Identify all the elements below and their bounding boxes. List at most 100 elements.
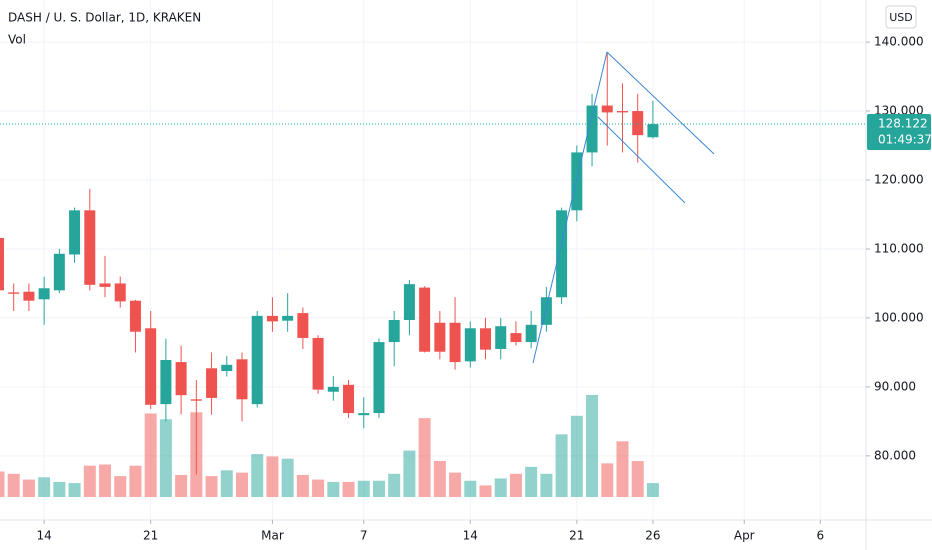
volume-bar [464,480,477,497]
volume-bar [372,480,385,497]
volume-bar [540,473,553,497]
x-tick-label: 21 [569,529,584,543]
drawings [532,51,715,364]
candle-body [403,284,415,320]
candle-body [647,124,659,138]
volume-bar [68,483,81,497]
volume-bar [327,481,340,497]
volume-bar [266,456,279,497]
candle-body [616,111,628,113]
volume-bar [479,485,492,497]
candle-body [312,337,324,390]
candle-body [23,291,35,301]
volume-bar [312,479,325,497]
volume-bar [0,471,5,497]
candle-body [525,324,537,343]
axes: 80.00090.000100.000110.000120.000130.000… [36,35,923,543]
x-tick-label: 21 [143,529,158,543]
candle-body [358,413,370,416]
volume-bar [525,466,538,497]
volume-bar [99,464,112,497]
candle-body [236,359,248,400]
candle-body [53,253,65,291]
volume-bar [175,474,188,497]
candle-body [297,313,309,338]
candle-body [84,210,96,285]
volume-bar [646,483,659,497]
candle-body [160,360,172,405]
y-tick-label: 110.000 [874,241,924,255]
candle-body [190,399,202,401]
candle-body [632,111,644,136]
candle-body [586,105,598,153]
volume-bar [38,477,51,497]
volume-label: Vol [8,33,26,47]
volume-bar [494,478,507,497]
y-tick-label: 120.000 [874,173,924,187]
candles [0,52,659,475]
candle-body [556,210,568,298]
x-tick-label: Mar [261,529,284,543]
volume-bar [296,474,309,497]
trend-line [606,51,715,155]
volume-bar [159,419,172,497]
volume-bar [235,472,248,497]
volume-bar [388,473,401,497]
volume-pane [0,394,659,497]
volume-bar [509,473,522,497]
candle-body [373,342,385,414]
candle-body [449,322,461,363]
volume-bar [449,472,462,497]
volume-bar [342,481,355,497]
candle-body [221,364,233,372]
candle-body [8,292,20,294]
currency: USD [889,11,913,24]
currency-box[interactable] [885,5,917,29]
candle-body [419,287,431,352]
volume-bar [433,461,446,497]
volume-bar [83,465,96,497]
candle-body [601,105,613,113]
candle-body [343,384,355,414]
candle-body [480,328,492,350]
candle-body [38,288,50,300]
candle-body [510,333,522,343]
candle-body [114,283,126,302]
candle-body [0,237,4,291]
x-tick-label: Apr [734,529,755,543]
candle-body [69,210,81,255]
candle-body [266,315,278,322]
y-tick-label: 80.000 [874,448,916,462]
volume-bar [144,413,157,497]
x-tick-label: 6 [817,529,825,543]
volume-bar [631,461,644,497]
volume-bar [220,470,233,497]
volume-bar [22,479,35,497]
trend-line [597,116,686,204]
trend-line [532,51,608,364]
volume-bar [53,481,66,497]
countdown: 01:49:37 [878,132,932,146]
candle-body [129,300,141,332]
candle-body [464,328,476,362]
y-tick-label: 140.000 [874,35,924,49]
last-price-label: 128.122 [878,116,928,130]
x-tick-label: 7 [360,529,368,543]
candle-body [99,283,111,287]
candle-body [571,152,583,211]
volume-bar [357,480,370,497]
volume-bar [601,463,614,497]
candle-body [251,315,263,405]
x-tick-label: 14 [36,529,51,543]
volume-bar [555,434,568,497]
volume-bar [281,458,294,497]
grid [0,0,866,520]
volume-bar [7,473,20,497]
candle-body [282,315,294,321]
y-tick-label: 90.000 [874,379,916,393]
candle-body [145,328,157,405]
x-tick-label: 26 [645,529,660,543]
volume-bar [114,476,127,497]
volume-bar [616,441,629,497]
